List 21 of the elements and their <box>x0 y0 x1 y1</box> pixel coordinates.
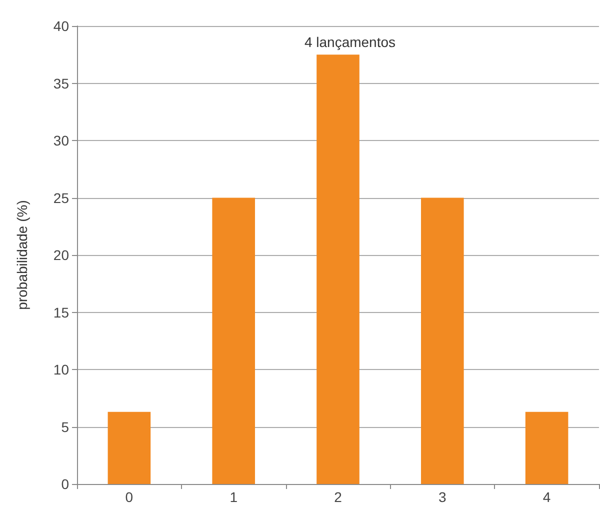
y-tick-label: 35 <box>53 75 70 92</box>
y-tick-label: 0 <box>61 476 70 492</box>
bar <box>525 412 568 484</box>
x-tick-label: 4 <box>542 489 551 505</box>
x-tick-label: 0 <box>125 489 134 505</box>
x-tick-label: 2 <box>334 489 342 505</box>
y-tick-label: 10 <box>53 362 70 378</box>
x-tick-label: 1 <box>230 489 238 505</box>
y-tick-label: 15 <box>53 304 70 320</box>
bar <box>316 54 360 484</box>
y-tick-label: 20 <box>53 247 70 263</box>
y-tick-label: 25 <box>53 190 70 206</box>
text: 4 lançamentos <box>304 34 396 50</box>
y-tick-label: 30 <box>53 132 70 148</box>
y-tick-label: 40 <box>53 18 70 34</box>
bar <box>421 198 464 484</box>
y-tick-label: 5 <box>61 418 70 435</box>
bar <box>108 412 151 484</box>
bar <box>212 198 255 484</box>
x-tick-label: 3 <box>438 489 446 505</box>
y-axis-title: probabilidade (%) <box>14 200 30 310</box>
